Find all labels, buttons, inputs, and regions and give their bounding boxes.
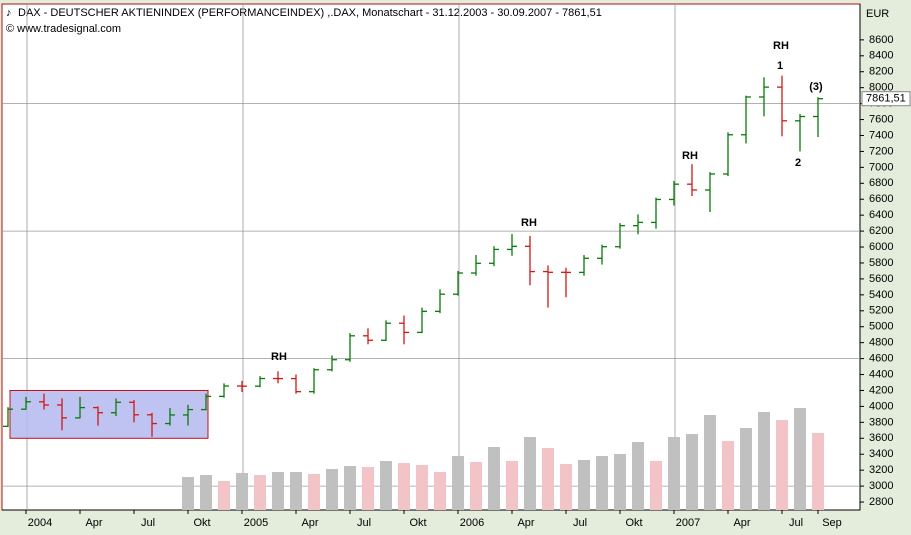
last-value-box	[861, 91, 911, 107]
volume-bar	[578, 460, 590, 510]
x-tick-label: Jul	[357, 517, 371, 529]
y-tick-label: 7200	[869, 145, 893, 157]
x-tick-label: Apr	[517, 517, 534, 529]
x-tick-label: 2005	[244, 517, 268, 529]
y-tick-label: 4200	[869, 384, 893, 396]
volume-bar	[704, 415, 716, 510]
volume-bar	[524, 437, 536, 510]
annotation: RH	[271, 351, 287, 363]
y-tick-label: 5200	[869, 305, 893, 317]
y-tick-label: 6200	[869, 225, 893, 237]
volume-bar	[380, 461, 392, 510]
annotation: RH	[773, 40, 789, 52]
volume-bar	[452, 456, 464, 510]
volume-bar	[596, 456, 608, 510]
y-tick-label: 7600	[869, 113, 893, 125]
y-tick-label: 4400	[869, 368, 893, 380]
x-tick-label: Jul	[573, 517, 587, 529]
volume-bar	[812, 433, 824, 510]
volume-bar	[218, 481, 230, 510]
volume-bar	[632, 442, 644, 510]
y-tick-label: 3400	[869, 448, 893, 460]
annotation: 1	[777, 60, 783, 72]
x-tick-label: Sep	[822, 517, 842, 529]
volume-bar	[722, 441, 734, 510]
icon: ♪	[6, 7, 12, 19]
range-box	[9, 389, 209, 439]
chart-title: DAX - DEUTSCHER AKTIENINDEX (PERFORMANCE…	[18, 7, 602, 19]
volume-bar	[272, 472, 284, 510]
x-tick-label: 2004	[28, 517, 52, 529]
y-tick-label: 5000	[869, 321, 893, 333]
volume-bar	[416, 465, 428, 510]
volume-bar	[344, 466, 356, 510]
x-tick-label: 2006	[460, 517, 484, 529]
y-tick-label: 3200	[869, 464, 893, 476]
y-tick-label: 2800	[869, 496, 893, 508]
x-tick-label: Okt	[625, 517, 642, 529]
volume-bar	[686, 434, 698, 510]
volume-bar	[794, 408, 806, 510]
volume-bar	[776, 420, 788, 510]
y-tick-label: 7400	[869, 129, 893, 141]
volume-bar	[398, 463, 410, 510]
volume-bar	[758, 412, 770, 510]
y-tick-label: 6400	[869, 209, 893, 221]
x-tick-label: Apr	[301, 517, 318, 529]
volume-bar	[434, 472, 446, 510]
volume-bar	[488, 447, 500, 510]
volume-bar	[542, 448, 554, 510]
y-tick-label: 8600	[869, 34, 893, 46]
annotation: 2	[795, 157, 801, 169]
x-tick-label: Apr	[85, 517, 102, 529]
y-tick-label: 5400	[869, 289, 893, 301]
y-axis-label: EUR	[866, 8, 889, 20]
y-tick-label: 3800	[869, 416, 893, 428]
x-tick-label: Jul	[789, 517, 803, 529]
volume-bar	[254, 475, 266, 510]
volume-bar	[560, 464, 572, 510]
y-tick-label: 4600	[869, 353, 893, 365]
volume-bar	[236, 473, 248, 510]
y-tick-label: 7000	[869, 161, 893, 173]
y-tick-label: 4000	[869, 400, 893, 412]
x-tick-label: Okt	[409, 517, 426, 529]
volume-bar	[740, 428, 752, 510]
y-tick-label: 4800	[869, 337, 893, 349]
x-tick-label: Okt	[193, 517, 210, 529]
last-value-label: 7861,51	[866, 93, 906, 105]
volume-bar	[506, 461, 518, 510]
y-tick-label: 3600	[869, 432, 893, 444]
y-tick-label: 5600	[869, 273, 893, 285]
volume-bar	[308, 474, 320, 510]
y-tick-label: 5800	[869, 257, 893, 269]
volume-bar	[362, 467, 374, 510]
annotation: RH	[521, 217, 537, 229]
y-tick-label: 8000	[869, 82, 893, 94]
volume-bar	[470, 462, 482, 510]
volume-bar	[668, 437, 680, 510]
y-tick-label: 8400	[869, 50, 893, 62]
y-tick-label: 6000	[869, 241, 893, 253]
x-tick-label: Apr	[733, 517, 750, 529]
y-tick-label: 8200	[869, 66, 893, 78]
annotation: RH	[682, 150, 698, 162]
x-tick-label: 2007	[676, 517, 700, 529]
y-tick-label: 6800	[869, 177, 893, 189]
volume-bar	[650, 461, 662, 510]
volume-bar	[614, 454, 626, 510]
volume-bar	[326, 469, 338, 510]
source: © www.tradesignal.com	[6, 23, 121, 35]
y-tick-label: 3000	[869, 480, 893, 492]
volume-bar	[200, 475, 212, 510]
x-tick-label: Jul	[141, 517, 155, 529]
annotation: (3)	[809, 81, 823, 93]
volume-bar	[290, 472, 302, 510]
y-tick-label: 6600	[869, 193, 893, 205]
volume-bar	[182, 477, 194, 510]
